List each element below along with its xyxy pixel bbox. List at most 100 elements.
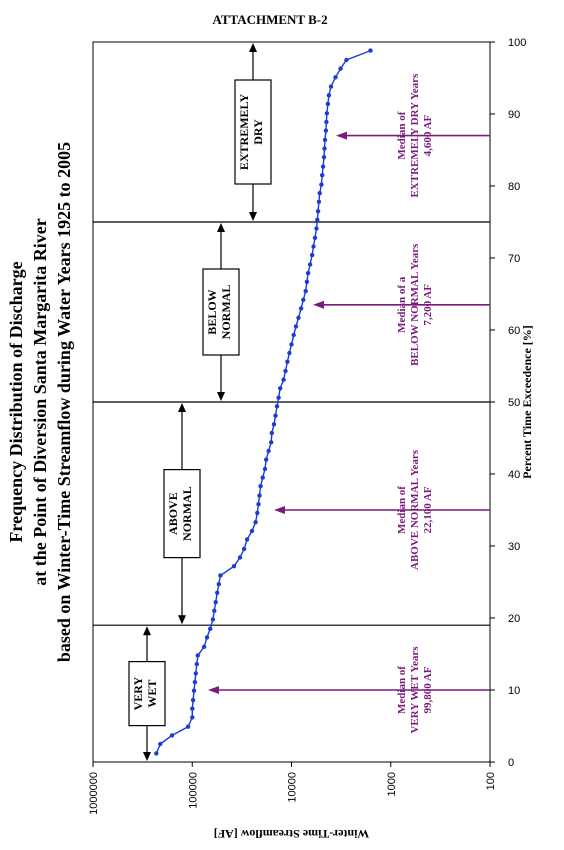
data-point xyxy=(333,75,338,80)
data-point xyxy=(212,608,217,613)
y-tick-label: 1000000 xyxy=(88,772,100,815)
data-point xyxy=(311,244,316,249)
x-tick-label: 70 xyxy=(508,253,520,265)
data-point xyxy=(264,457,269,462)
data-point xyxy=(257,493,262,498)
data-point xyxy=(218,573,223,578)
y-tick-label: 10000 xyxy=(287,772,299,803)
median-annotation: Median of ABOVE NORMAL Years 22,100 AF xyxy=(274,449,490,570)
data-point xyxy=(368,48,373,53)
data-point xyxy=(169,733,175,738)
data-point xyxy=(190,697,196,703)
median-annotation: Median of VERY WET Years 99,800 AF xyxy=(208,646,490,734)
arrow-head xyxy=(143,752,151,761)
x-tick-label: 80 xyxy=(508,181,520,193)
category-very-wet: VERY WET xyxy=(128,626,166,761)
median-label: VERY WET Years xyxy=(409,646,421,734)
title-line: Frequency Distribution of Discharge xyxy=(6,261,26,542)
data-point xyxy=(283,368,288,374)
data-point xyxy=(190,715,195,720)
median-label: 4,600 AF xyxy=(422,115,434,157)
data-point xyxy=(305,270,311,276)
data-point xyxy=(321,155,327,160)
data-point xyxy=(269,440,274,445)
category-label: DRY xyxy=(251,119,265,145)
data-point xyxy=(215,590,220,595)
arrow-head xyxy=(217,392,225,401)
data-point xyxy=(315,217,320,222)
median-arrow-head xyxy=(208,686,219,694)
data-point xyxy=(322,137,328,143)
data-point xyxy=(193,671,198,676)
data-point xyxy=(249,528,255,534)
category-label: EXTREMELY xyxy=(237,94,251,171)
median-label: BELOW NORMAL Years xyxy=(409,243,421,366)
data-point xyxy=(325,101,331,107)
data-point xyxy=(314,226,319,231)
data-point xyxy=(338,66,343,71)
data-point xyxy=(237,555,243,560)
x-tick-label: 0 xyxy=(508,757,514,769)
data-point xyxy=(241,546,247,552)
data-point xyxy=(255,510,260,516)
x-tick-label: 60 xyxy=(508,325,520,337)
x-tick-label: 100 xyxy=(508,37,526,49)
arrow-head xyxy=(249,43,257,52)
data-point xyxy=(309,252,315,258)
category-label: VERY xyxy=(131,676,145,710)
data-point xyxy=(319,182,324,187)
median-label: Median of xyxy=(396,111,408,159)
data-point xyxy=(208,626,213,631)
data-point xyxy=(301,297,306,302)
data-point xyxy=(293,324,299,329)
arrow-head xyxy=(178,403,186,412)
data-point xyxy=(307,262,313,267)
data-point xyxy=(274,404,280,409)
data-point xyxy=(271,422,277,427)
median-label: ABOVE NORMAL Years xyxy=(409,449,421,570)
data-point xyxy=(285,359,290,364)
category-below-normal: BELOW NORMAL xyxy=(202,223,240,401)
data-point xyxy=(312,235,318,240)
series-streamflow xyxy=(154,48,373,756)
x-tick-label: 90 xyxy=(508,109,520,121)
data-point xyxy=(344,57,349,63)
data-point xyxy=(326,93,332,98)
data-point xyxy=(289,342,294,347)
data-point xyxy=(231,564,237,569)
x-tick-label: 30 xyxy=(508,541,520,553)
data-point xyxy=(316,199,322,204)
data-point xyxy=(320,164,326,169)
x-tick-label: 20 xyxy=(508,613,520,625)
median-label: Median of a xyxy=(396,276,408,333)
data-point xyxy=(191,688,197,693)
median-label: EXTREMELY DRY Years xyxy=(409,73,421,198)
y-axis-label: Winter-Time Streamflow [AF] xyxy=(214,827,370,841)
data-point xyxy=(276,395,281,400)
data-point xyxy=(322,146,327,151)
data-point xyxy=(210,617,216,622)
category-label: NORMAL xyxy=(180,486,194,541)
data-point xyxy=(296,315,301,320)
data-point xyxy=(291,332,296,338)
y-tick-label: 100000 xyxy=(187,772,199,809)
data-point xyxy=(269,430,274,436)
median-arrow-head xyxy=(313,300,324,309)
data-point xyxy=(304,279,310,284)
y-tick-label: 100 xyxy=(485,772,497,790)
category-box xyxy=(163,469,201,559)
data-point xyxy=(185,724,191,729)
median-annotation: Median of EXTREMELY DRY Years 4,600 AF xyxy=(336,73,490,198)
data-point xyxy=(324,111,330,116)
median-label: 22,100 AF xyxy=(422,486,434,533)
data-point xyxy=(204,635,210,640)
data-point xyxy=(317,191,322,196)
chart-title: Frequency Distribution of Discharge at th… xyxy=(6,142,74,662)
category-extremely-dry: EXTREMELY DRY xyxy=(234,43,272,221)
y-tick-label: 1000 xyxy=(386,772,398,796)
data-point xyxy=(303,288,308,294)
category-above-normal: ABOVE NORMAL xyxy=(163,403,201,625)
median-label: 7,200 AF xyxy=(422,284,434,326)
data-point xyxy=(260,475,265,480)
